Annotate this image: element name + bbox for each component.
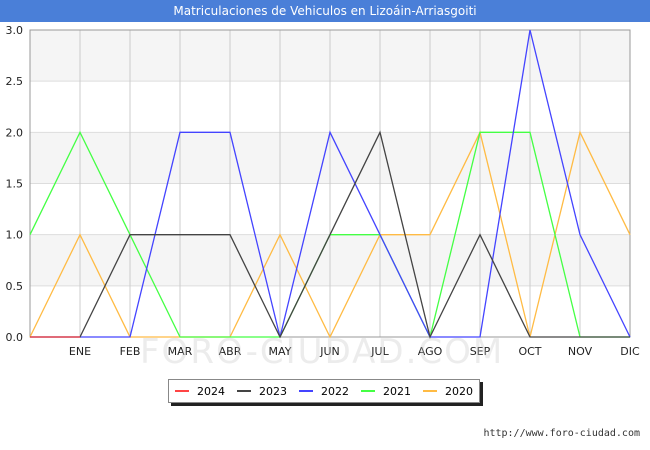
legend-label: 2024 [197,384,225,398]
x-tick-label: NOV [568,345,593,358]
legend-swatch [175,390,189,392]
x-tick-label: DIC [620,345,640,358]
y-tick-label: 1.0 [6,229,24,242]
legend-label: 2020 [445,384,473,398]
legend: 2024 2023 2022 2021 2020 [168,379,480,403]
legend-label: 2021 [383,384,411,398]
x-tick-label: MAR [168,345,193,358]
legend-item-2021: 2021 [361,385,411,398]
legend-swatch [361,390,375,392]
x-tick-label: ENE [69,345,91,358]
legend-label: 2023 [259,384,287,398]
series-line-2023 [30,130,630,339]
legend-swatch [237,390,251,392]
x-tick-label: FEB [120,345,141,358]
x-tick-label: SEP [470,345,491,358]
source-label: http://www.foro-ciudad.com [483,428,640,439]
legend-swatch [299,390,313,392]
legend-item-2020: 2020 [423,385,473,398]
x-axis-ticks: ENE FEB MAR ABR MAY JUN JUL AGO SEP OCT NOV DIC [69,345,640,358]
x-tick-label: JUL [370,345,389,358]
y-axis-ticks: 0.0 0.5 1.0 1.5 2.0 2.5 3.0 [6,24,24,344]
chart-title: Matriculaciones de Vehiculos en Lizoáin-… [0,0,650,22]
x-tick-label: JUN [319,345,340,358]
series-line-2022 [30,29,631,338]
legend-item-2023: 2023 [237,385,287,398]
legend-swatch [423,390,437,392]
legend-item-2022: 2022 [299,385,349,398]
x-tick-label: OCT [518,345,541,358]
y-tick-label: 0.0 [6,331,24,344]
y-tick-label: 0.5 [6,280,24,293]
legend-label: 2022 [321,384,349,398]
y-tick-label: 1.5 [6,178,24,191]
y-tick-label: 2.0 [6,126,24,139]
x-tick-label: ABR [219,345,242,358]
x-tick-label: AGO [418,345,443,358]
y-tick-label: 3.0 [6,24,24,37]
legend-item-2024: 2024 [175,385,225,398]
x-tick-label: MAY [269,345,292,358]
y-tick-label: 2.5 [6,75,24,88]
series-lines [29,29,631,339]
